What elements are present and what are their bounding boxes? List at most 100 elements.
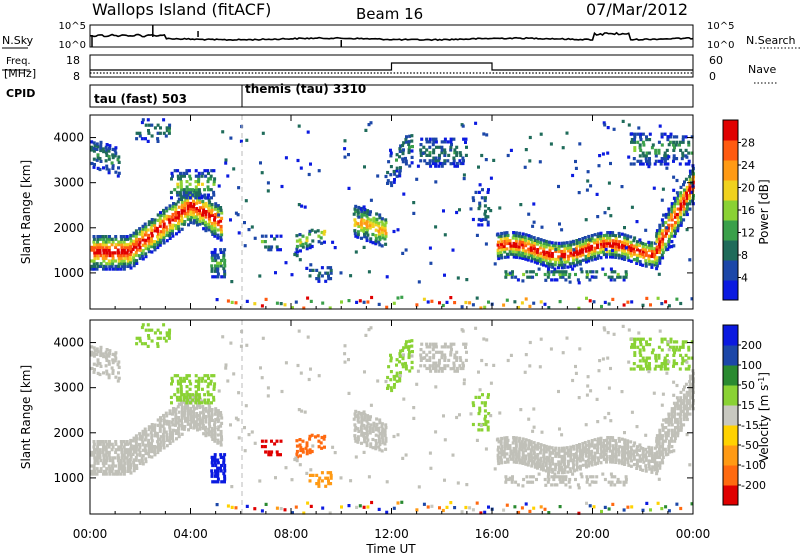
velocity-cell	[551, 451, 555, 455]
velocity-cell	[353, 412, 357, 416]
power-cell	[566, 243, 570, 247]
power-cell	[170, 215, 174, 219]
power-cell	[266, 181, 270, 185]
velocity-cell	[223, 466, 227, 470]
power-cell	[661, 248, 664, 252]
velocity-cell	[642, 455, 645, 459]
date-label: 07/Mar/2012	[586, 0, 688, 19]
power-cell	[642, 154, 646, 158]
power-cell	[506, 255, 510, 259]
velocity-cell	[328, 511, 332, 515]
power-cell	[587, 256, 591, 260]
velocity-cell	[220, 416, 224, 420]
power-cell	[293, 252, 297, 257]
velocity-cell	[673, 428, 677, 432]
power-cell	[144, 123, 148, 127]
power-cell	[162, 208, 165, 213]
power-cell	[419, 148, 423, 152]
velocity-cell	[440, 366, 444, 371]
velocity-cell	[176, 390, 180, 394]
power-cell	[530, 254, 533, 258]
power-cell	[195, 220, 199, 224]
velocity-cell	[174, 429, 178, 433]
power-cell	[365, 225, 369, 229]
velocity-cell	[676, 423, 680, 427]
power-cell	[648, 246, 652, 250]
velocity-cell	[201, 418, 205, 422]
power-cell	[408, 134, 412, 138]
velocity-cell	[362, 450, 366, 454]
velocity-cell	[308, 473, 312, 477]
power-cell	[365, 214, 369, 218]
velocity-cell	[586, 375, 590, 379]
velocity-cell	[108, 349, 112, 353]
power-cell	[120, 237, 124, 241]
velocity-cell	[216, 414, 220, 418]
velocity-cell	[168, 433, 172, 437]
power-cell	[608, 236, 612, 240]
power-cell	[161, 227, 165, 231]
power-cell	[521, 248, 525, 252]
velocity-cell	[431, 348, 435, 352]
power-cell	[276, 248, 280, 252]
velocity-cell	[610, 480, 614, 484]
power-cell	[101, 243, 105, 247]
power-cell	[588, 299, 592, 303]
velocity-cell	[632, 454, 636, 459]
power-cell	[567, 275, 571, 279]
velocity-cell	[590, 455, 594, 459]
power-cell	[610, 275, 614, 279]
power-cell	[636, 159, 640, 163]
power-cell	[667, 135, 671, 139]
velocity-cell	[563, 462, 566, 466]
power-cell	[108, 262, 112, 266]
velocity-cell	[434, 366, 438, 371]
velocity-cell	[213, 434, 217, 438]
power-cell	[584, 238, 588, 242]
velocity-cell	[550, 483, 554, 487]
power-cell	[102, 248, 106, 252]
power-cell	[675, 178, 679, 183]
velocity-cell	[613, 483, 617, 487]
velocity-cell	[295, 444, 299, 448]
velocity-cell	[146, 433, 150, 437]
power-cell	[122, 240, 126, 244]
power-cell	[263, 240, 267, 244]
power-cell	[429, 164, 433, 168]
velocity-cell	[366, 422, 370, 426]
velocity-cell	[223, 453, 227, 457]
velocity-cell	[506, 457, 509, 461]
power-cell	[270, 245, 274, 249]
power-cell	[220, 275, 224, 279]
velocity-cell	[563, 452, 567, 456]
velocity-cell	[584, 449, 588, 453]
velocity-cell	[90, 345, 94, 349]
power-cell	[356, 222, 360, 226]
velocity-cell	[636, 345, 640, 349]
power-cell	[260, 171, 264, 175]
velocity-cell	[688, 388, 692, 392]
power-cell	[111, 254, 115, 258]
velocity-cell	[198, 401, 201, 405]
velocity-cell	[442, 414, 445, 418]
velocity-cell	[569, 459, 573, 463]
velocity-cell	[581, 463, 585, 467]
velocity-cell	[171, 428, 175, 432]
velocity-cell	[99, 351, 103, 355]
velocity-cell	[404, 342, 408, 347]
power-cell	[480, 196, 484, 200]
power-cell	[212, 182, 216, 186]
velocity-cell	[165, 419, 169, 423]
velocity-cell	[526, 480, 530, 484]
nave-series	[90, 62, 693, 71]
power-cell	[354, 234, 358, 238]
velocity-cell	[667, 340, 671, 344]
power-cell	[608, 239, 612, 243]
power-cell	[168, 123, 172, 127]
velocity-cell	[639, 337, 643, 341]
velocity-cell	[552, 477, 556, 482]
power-cell	[664, 221, 668, 225]
power-cell	[614, 247, 618, 251]
power-cell	[122, 248, 126, 252]
power-cell	[641, 132, 645, 136]
